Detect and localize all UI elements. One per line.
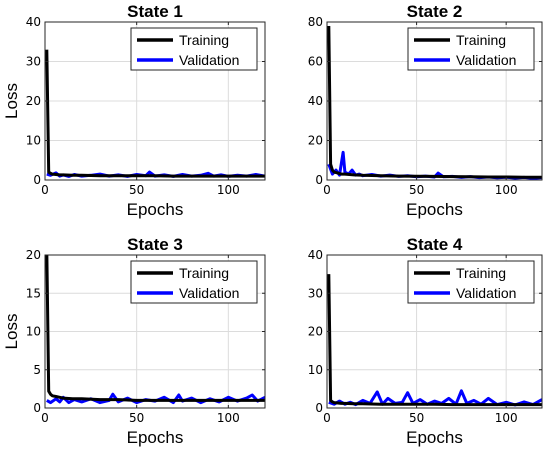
- subplot-title: State 2: [407, 2, 463, 21]
- y-tick-label: 15: [26, 286, 41, 300]
- subplot-4: 0 50 100 0 10 20 30 40 State 4 Epochs Training Vali…: [308, 235, 543, 447]
- y-tick-label: 30: [308, 286, 323, 300]
- legend-label-validation: Validation: [179, 52, 239, 68]
- x-tick-label: 0: [323, 183, 331, 197]
- y-tick-label: 10: [26, 134, 41, 148]
- series-line-training: [45, 49, 265, 178]
- y-tick-label: 80: [308, 15, 323, 29]
- subplot-title: State 1: [127, 2, 183, 21]
- legend-box: [130, 260, 258, 304]
- legend-label-training: Training: [456, 265, 506, 281]
- y-tick-label: 20: [26, 248, 41, 262]
- y-tick-label: 0: [33, 173, 41, 187]
- x-tick-label: 0: [41, 183, 49, 197]
- x-axis-label: Epochs: [127, 200, 184, 219]
- y-tick-label: 10: [308, 363, 323, 377]
- legend-label-training: Training: [179, 265, 229, 281]
- x-tick-label: 100: [217, 183, 240, 197]
- legend: Training Validation: [407, 260, 535, 304]
- x-tick-label: 50: [409, 183, 424, 197]
- subplot-1: 0 50 100 0 10 20 30 40 State 1 Epochs Loss Training…: [2, 2, 266, 219]
- y-tick-label: 40: [308, 94, 323, 108]
- legend-label-validation: Validation: [179, 285, 239, 301]
- x-axis-label: Epochs: [127, 428, 184, 447]
- subplot-2: 0 50 100 0 20 40 60 80 State 2 Epochs Training Vali…: [308, 2, 543, 219]
- x-tick-label: 100: [495, 183, 518, 197]
- y-tick-label: 20: [26, 94, 41, 108]
- legend: Training Validation: [130, 27, 258, 71]
- x-tick-label: 100: [217, 411, 240, 425]
- x-tick-label: 50: [409, 411, 424, 425]
- legend: Training Validation: [130, 260, 258, 304]
- y-tick-label: 5: [33, 363, 41, 377]
- legend-box: [407, 27, 535, 71]
- y-tick-label: 40: [26, 15, 41, 29]
- y-axis-label: Loss: [2, 314, 21, 350]
- y-tick-label: 40: [308, 248, 323, 262]
- y-tick-label: 20: [308, 325, 323, 339]
- series-line-training: [327, 25, 542, 179]
- legend-label-training: Training: [456, 32, 506, 48]
- legend-label-validation: Validation: [456, 52, 516, 68]
- y-tick-label: 10: [26, 325, 41, 339]
- series-line-training: [45, 255, 265, 402]
- y-tick-label: 60: [308, 55, 323, 69]
- y-tick-label: 0: [315, 173, 323, 187]
- y-tick-label: 20: [308, 134, 323, 148]
- legend-label-training: Training: [179, 32, 229, 48]
- legend: Training Validation: [407, 27, 535, 71]
- series-line-training: [327, 274, 542, 407]
- y-tick-label: 30: [26, 55, 41, 69]
- x-axis-label: Epochs: [406, 200, 463, 219]
- x-tick-label: 50: [129, 183, 144, 197]
- subplot-3: 0 50 100 0 5 10 15 20 State 3 Epochs Loss Training V…: [2, 235, 266, 447]
- x-axis-label: Epochs: [406, 428, 463, 447]
- legend-box: [407, 260, 535, 304]
- y-axis-label: Loss: [2, 83, 21, 119]
- y-tick-label: 0: [33, 401, 41, 415]
- legend-box: [130, 27, 258, 71]
- legend-label-validation: Validation: [456, 285, 516, 301]
- x-tick-label: 0: [41, 411, 49, 425]
- x-tick-label: 0: [323, 411, 331, 425]
- x-tick-label: 50: [129, 411, 144, 425]
- x-tick-label: 100: [495, 411, 518, 425]
- subplot-title: State 4: [407, 235, 463, 254]
- y-tick-label: 0: [315, 401, 323, 415]
- subplot-title: State 3: [127, 235, 183, 254]
